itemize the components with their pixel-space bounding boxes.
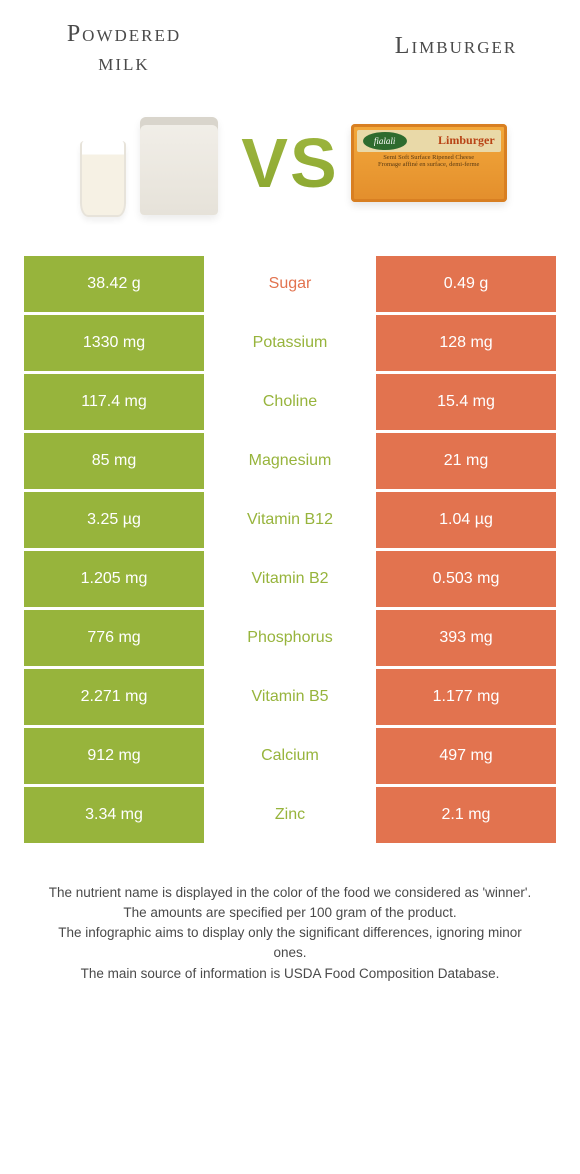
left-value: 85 mg (24, 433, 204, 489)
table-row: 38.42 gSugar0.49 g (24, 256, 556, 312)
powdered-milk-icon (76, 103, 226, 223)
right-value: 128 mg (376, 315, 556, 371)
cheese-subtext: Semi Soft Surface Ripened CheeseFromage … (359, 154, 499, 168)
left-value: 117.4 mg (24, 374, 204, 430)
table-row: 85 mgMagnesium21 mg (24, 433, 556, 489)
right-value: 1.177 mg (376, 669, 556, 725)
right-value: 0.503 mg (376, 551, 556, 607)
left-value: 1330 mg (24, 315, 204, 371)
footnote-line: The infographic aims to display only the… (42, 923, 538, 964)
right-product-title: Limburger (356, 20, 556, 61)
nutrient-label: Zinc (204, 787, 376, 843)
table-row: 1330 mgPotassium128 mg (24, 315, 556, 371)
nutrient-label: Phosphorus (204, 610, 376, 666)
right-value: 21 mg (376, 433, 556, 489)
nutrient-label: Calcium (204, 728, 376, 784)
table-row: 3.34 mgZinc2.1 mg (24, 787, 556, 843)
nutrient-label: Magnesium (204, 433, 376, 489)
nutrient-label: Sugar (204, 256, 376, 312)
nutrient-label: Vitamin B2 (204, 551, 376, 607)
table-row: 117.4 mgCholine15.4 mg (24, 374, 556, 430)
table-row: 3.25 µgVitamin B121.04 µg (24, 492, 556, 548)
right-value: 497 mg (376, 728, 556, 784)
left-title-line2: milk (98, 50, 149, 76)
right-value: 0.49 g (376, 256, 556, 312)
table-row: 912 mgCalcium497 mg (24, 728, 556, 784)
milk-glass-icon (80, 141, 126, 217)
left-product-image (71, 98, 231, 228)
left-value: 776 mg (24, 610, 204, 666)
left-value: 38.42 g (24, 256, 204, 312)
right-value: 2.1 mg (376, 787, 556, 843)
cheese-oval-label: fialali (363, 132, 407, 150)
left-value: 912 mg (24, 728, 204, 784)
right-product-image: fialali Limburger Semi Soft Surface Ripe… (349, 98, 509, 228)
nutrient-label: Potassium (204, 315, 376, 371)
left-value: 2.271 mg (24, 669, 204, 725)
right-value: 1.04 µg (376, 492, 556, 548)
cheese-band: fialali Limburger (357, 130, 501, 152)
footnotes: The nutrient name is displayed in the co… (24, 883, 556, 984)
footnote-line: The amounts are specified per 100 gram o… (42, 903, 538, 923)
footnote-line: The main source of information is USDA F… (42, 964, 538, 984)
nutrient-label: Choline (204, 374, 376, 430)
left-value: 1.205 mg (24, 551, 204, 607)
image-row: VS fialali Limburger Semi Soft Surface R… (24, 98, 556, 228)
vs-label: VS (241, 124, 338, 202)
table-row: 776 mgPhosphorus393 mg (24, 610, 556, 666)
right-title: Limburger (395, 33, 517, 59)
left-value: 3.34 mg (24, 787, 204, 843)
comparison-table: 38.42 gSugar0.49 g1330 mgPotassium128 mg… (24, 256, 556, 843)
left-title-line1: Powdered (67, 21, 181, 47)
vs-badge: VS (241, 123, 338, 203)
left-value: 3.25 µg (24, 492, 204, 548)
title-row: Powdered milk Limburger (24, 20, 556, 78)
nutrient-label: Vitamin B5 (204, 669, 376, 725)
footnote-line: The nutrient name is displayed in the co… (42, 883, 538, 903)
left-product-title: Powdered milk (24, 20, 224, 78)
infographic-container: Powdered milk Limburger VS fialali Limbu… (0, 0, 580, 984)
table-row: 1.205 mgVitamin B20.503 mg (24, 551, 556, 607)
limburger-box-icon: fialali Limburger Semi Soft Surface Ripe… (351, 124, 507, 202)
cheese-brand-label: Limburger (438, 133, 495, 148)
right-value: 393 mg (376, 610, 556, 666)
right-value: 15.4 mg (376, 374, 556, 430)
canister-icon (140, 117, 218, 215)
nutrient-label: Vitamin B12 (204, 492, 376, 548)
table-row: 2.271 mgVitamin B51.177 mg (24, 669, 556, 725)
